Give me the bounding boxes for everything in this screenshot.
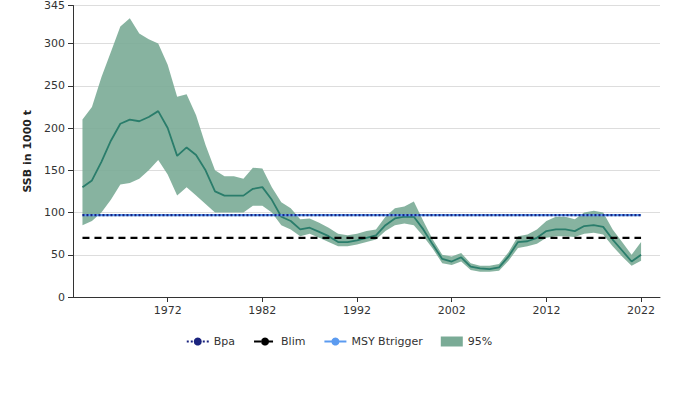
- svg-text:50: 50: [51, 248, 65, 261]
- svg-text:SSB in 1000 t: SSB in 1000 t: [21, 110, 34, 193]
- svg-text:345: 345: [44, 0, 65, 12]
- svg-text:2002: 2002: [438, 304, 466, 317]
- svg-text:MSY Btrigger: MSY Btrigger: [351, 335, 423, 348]
- svg-text:150: 150: [44, 164, 65, 177]
- svg-text:250: 250: [44, 79, 65, 92]
- svg-text:0: 0: [58, 291, 65, 304]
- svg-text:100: 100: [44, 206, 65, 219]
- svg-text:200: 200: [44, 122, 65, 135]
- svg-text:95%: 95%: [468, 335, 492, 348]
- svg-text:Bpa: Bpa: [214, 335, 235, 348]
- svg-text:1982: 1982: [248, 304, 276, 317]
- svg-text:2022: 2022: [627, 304, 655, 317]
- svg-text:Blim: Blim: [281, 335, 305, 348]
- svg-text:300: 300: [44, 37, 65, 50]
- svg-text:2012: 2012: [532, 304, 560, 317]
- svg-text:1972: 1972: [154, 304, 182, 317]
- svg-text:1992: 1992: [343, 304, 371, 317]
